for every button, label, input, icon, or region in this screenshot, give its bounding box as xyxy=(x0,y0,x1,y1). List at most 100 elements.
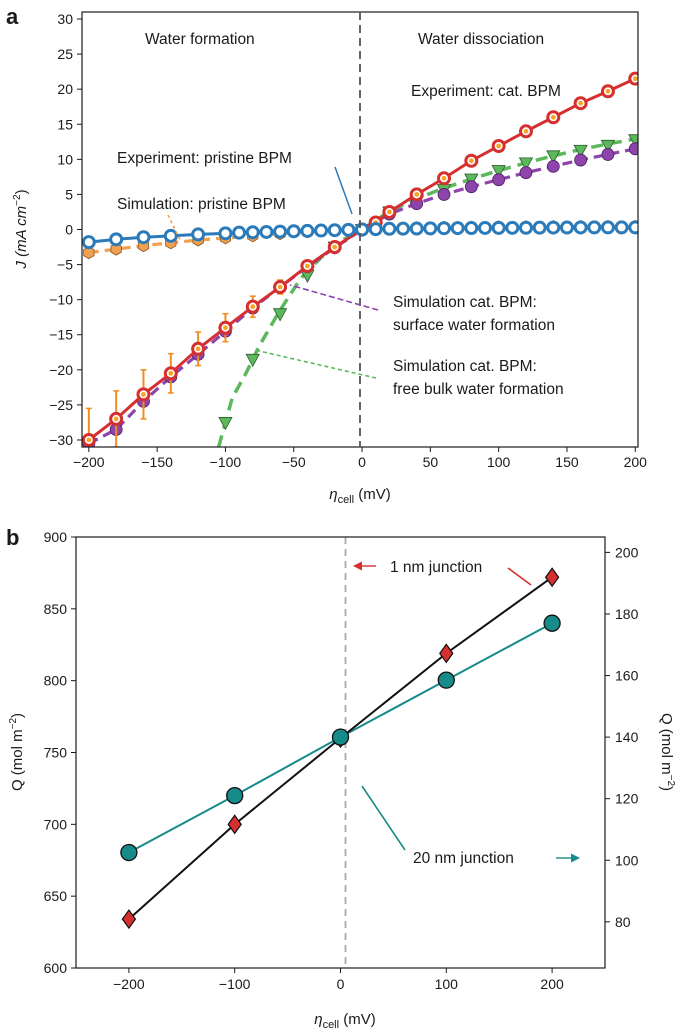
marker-free-bulk-water xyxy=(272,308,288,322)
panel-a-series xyxy=(82,71,638,447)
line-free-bulk-water xyxy=(216,137,636,447)
panel-b-xlabel-sub: cell xyxy=(323,1019,340,1031)
panel-b-y-tick-label-left: 850 xyxy=(44,601,68,617)
marker-exp-cat-bpm-core xyxy=(523,128,529,134)
marker-exp-pristine xyxy=(136,230,151,245)
panel-b-ylabel-right-end: ) xyxy=(658,786,675,791)
marker-1nm-junction xyxy=(227,814,242,835)
marker-exp-pristine xyxy=(109,232,124,247)
panel-a-y-tick-label: −25 xyxy=(49,397,73,413)
marker-1nm-junction xyxy=(544,567,560,588)
panel-a-xlabel-symbol: η xyxy=(329,486,337,503)
line-ring-orange xyxy=(87,77,636,442)
marker-free-bulk-water xyxy=(491,165,506,179)
marker-free-bulk-water xyxy=(464,173,479,187)
marker-exp-pristine xyxy=(314,223,329,238)
marker-exp-pristine xyxy=(423,221,438,236)
leader-1nm-junction xyxy=(507,567,532,586)
annotation-simulation-pristine-bpm: Simulation: pristine BPM xyxy=(117,196,286,213)
marker-exp-cat-bpm-core xyxy=(223,325,228,331)
marker-free-bulk-water xyxy=(218,417,233,431)
panel-b-y-axis-label-right: Q (mol m−2) xyxy=(658,713,676,791)
marker-exp-cat-bpm-core xyxy=(113,416,119,422)
marker-exp-pristine xyxy=(218,226,233,241)
marker-surface-water xyxy=(464,180,478,194)
marker-exp-cat-bpm-core xyxy=(441,175,447,181)
marker-20nm-junction xyxy=(543,614,561,632)
marker-exp-cat-bpm-core xyxy=(550,114,556,120)
panel-a-y-tick-label: −30 xyxy=(49,432,73,448)
panel-b-ylabel-right-sup: −2 xyxy=(665,775,676,787)
panel-b-y-tick-label-right: 160 xyxy=(615,668,639,684)
panel-a-y-tick-label: −15 xyxy=(49,327,73,343)
marker-exp-pristine xyxy=(505,220,520,235)
panel-a-letter: a xyxy=(6,4,19,29)
annotation-1nm-junction: 1 nm junction xyxy=(390,559,482,576)
marker-surface-water xyxy=(601,148,615,161)
panel-b-axes-frame xyxy=(75,536,606,969)
panel-a-x-tick-label: 50 xyxy=(423,454,439,470)
marker-exp-pristine xyxy=(191,227,206,242)
marker-exp-pristine xyxy=(327,223,342,238)
marker-exp-cat-bpm-core xyxy=(305,263,310,269)
leader-sim-bulk-water xyxy=(254,349,377,379)
panel-a-x-tick-label: −150 xyxy=(141,454,173,470)
panel-b-y-tick-label-right: 120 xyxy=(615,791,639,807)
panel-a-y-tick-label: −10 xyxy=(49,292,73,308)
panel-a-x-tick-label: −100 xyxy=(210,454,242,470)
marker-exp-pristine xyxy=(409,221,424,236)
panel-a-ylabel-main: J (mA cm xyxy=(13,206,30,270)
panel-b-ylabel-left-main: Q (mol m xyxy=(9,729,26,791)
panel-b-y-tick-label-right: 140 xyxy=(615,729,639,745)
panel-b-x-tick-label: −100 xyxy=(219,976,251,992)
line-circle xyxy=(88,147,636,445)
marker-exp-cat-bpm-core xyxy=(414,192,420,197)
panel-a-y-tick-label: 5 xyxy=(65,186,73,202)
panel-a-y-tick-label: −20 xyxy=(49,362,73,378)
panel-a-plot-area xyxy=(82,71,638,447)
panel-b-y-tick-label-left: 900 xyxy=(44,529,68,545)
marker-exp-pristine xyxy=(628,220,638,235)
marker-1nm-junction xyxy=(439,643,454,664)
marker-free-bulk-water xyxy=(546,150,561,164)
marker-exp-pristine xyxy=(245,225,260,240)
marker-exp-cat-bpm-core xyxy=(141,391,146,397)
panel-b-ylabel-right-main: Q (mol m xyxy=(658,713,675,775)
panel-b-tick-marks xyxy=(71,536,610,973)
panel-b-y-tick-label-right: 180 xyxy=(615,606,639,622)
panel-b-ylabel-left-end: ) xyxy=(9,713,26,718)
panel-b-series xyxy=(120,567,561,930)
panel-b-y-tick-label-right: 100 xyxy=(615,852,639,868)
panel-a-y-tick-label: 10 xyxy=(57,151,73,167)
panel-b-xlabel-symbol: η xyxy=(314,1011,322,1028)
panel-b-y-tick-label-left: 700 xyxy=(44,816,68,832)
panel-b-y-tick-label-left: 650 xyxy=(44,888,68,904)
leader-sim-surface-water xyxy=(289,284,379,311)
marker-exp-pristine xyxy=(464,221,479,236)
panel-a-ylabel-sup: −2 xyxy=(12,194,23,206)
marker-exp-pristine xyxy=(437,221,452,236)
marker-exp-pristine xyxy=(232,225,247,240)
marker-surface-water xyxy=(437,188,451,201)
marker-exp-pristine xyxy=(382,221,397,236)
annotation-experiment-pristine-bpm: Experiment: pristine BPM xyxy=(117,150,292,167)
panel-a-tick-labels: −200 −150 −100 −50 0 50 100 150 200−30−25−20−15−… xyxy=(49,11,647,470)
panel-a-y-tick-label: 30 xyxy=(57,11,73,27)
marker-exp-pristine xyxy=(163,228,178,243)
marker-exp-pristine xyxy=(491,220,506,235)
marker-20nm-junction xyxy=(437,671,455,689)
marker-exp-cat-bpm-core xyxy=(277,284,283,290)
region-label-water-dissociation: Water dissociation xyxy=(418,31,544,48)
marker-exp-cat-bpm-core xyxy=(86,437,92,443)
marker-exp-pristine xyxy=(546,220,561,235)
panel-a-y-tick-label: −5 xyxy=(57,257,73,273)
panel-b-letter: b xyxy=(6,525,19,550)
marker-20nm-junction xyxy=(120,843,138,862)
marker-exp-pristine xyxy=(259,224,274,239)
marker-free-bulk-water xyxy=(245,353,260,368)
panel-b-y-tick-label-left: 800 xyxy=(44,673,68,689)
marker-sim-pristine xyxy=(110,242,122,256)
panel-b-x-tick-label: −200 xyxy=(113,976,145,992)
annotation-experiment-cat-bpm: Experiment: cat. BPM xyxy=(411,83,561,100)
